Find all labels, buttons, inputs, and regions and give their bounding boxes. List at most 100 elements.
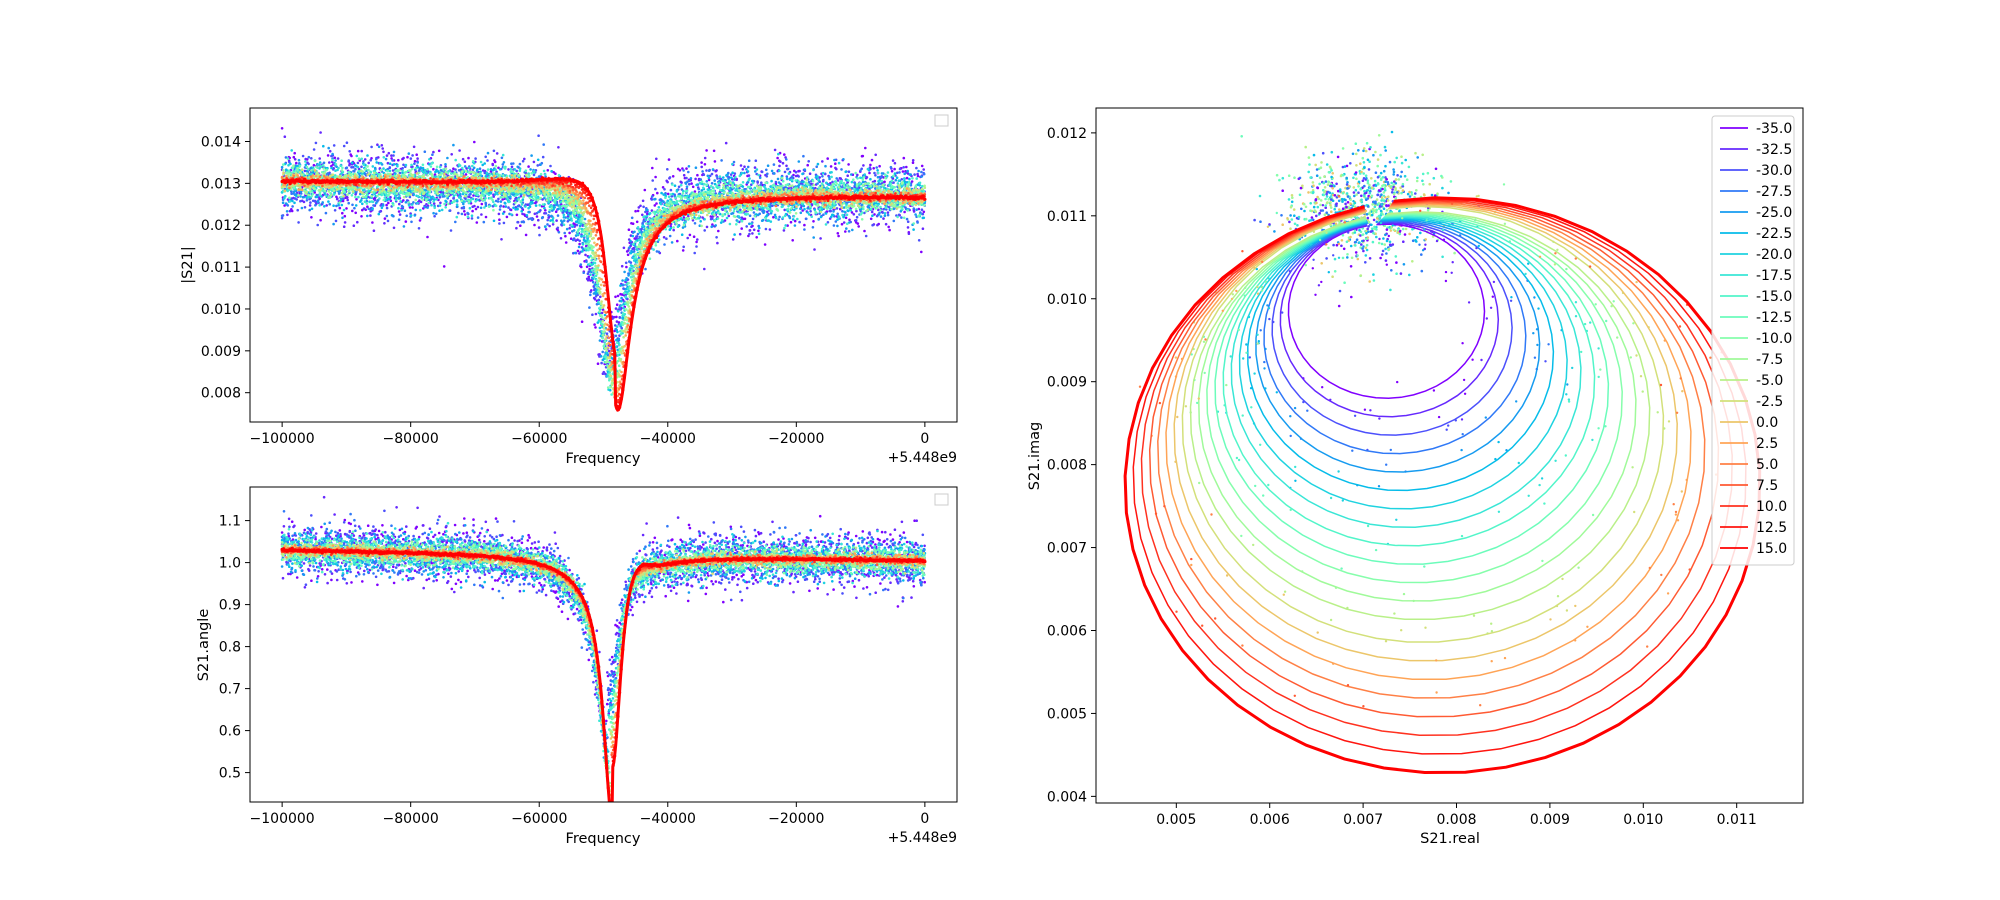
data-point: [907, 232, 911, 235]
data-point: [732, 160, 736, 164]
data-point: [527, 206, 530, 210]
data-point: [616, 294, 620, 298]
data-point: [903, 210, 906, 214]
data-point: [516, 165, 519, 169]
data-point: [910, 180, 914, 183]
data-point: [580, 235, 583, 238]
data-point: [404, 220, 408, 223]
data-point: [745, 225, 748, 228]
data-point: [375, 161, 379, 164]
data-point: [387, 201, 390, 205]
data-point: [577, 245, 581, 249]
data-point: [389, 195, 392, 199]
data-point: [580, 265, 583, 269]
data-point: [281, 201, 285, 204]
data-point: [345, 195, 349, 199]
data-point: [876, 169, 879, 172]
data-point: [745, 168, 748, 171]
data-point: [875, 166, 878, 169]
data-point: [740, 216, 744, 219]
data-point: [419, 200, 423, 204]
data-point: [557, 207, 560, 211]
data-point: [520, 210, 523, 213]
data-point: [620, 326, 623, 330]
data-point: [720, 207, 724, 211]
data-point: [705, 169, 708, 172]
data-point: [398, 213, 402, 216]
data-point: [362, 160, 365, 163]
data-point: [708, 186, 711, 189]
data-point: [388, 162, 392, 165]
data-point: [900, 216, 903, 219]
data-point: [350, 154, 353, 158]
data-point: [915, 208, 918, 211]
data-point: [322, 144, 325, 148]
data-point: [454, 168, 457, 171]
data-point: [844, 230, 847, 233]
data-point: [385, 203, 388, 207]
data-point: [866, 205, 870, 209]
data-point: [533, 223, 536, 227]
data-point: [401, 166, 404, 170]
data-point: [319, 218, 322, 222]
data-point: [377, 156, 380, 159]
data-point: [681, 167, 684, 170]
data-point: [659, 198, 662, 201]
data-point: [690, 182, 693, 185]
data-point: [303, 166, 307, 169]
data-point: [295, 198, 299, 201]
data-point: [341, 211, 344, 215]
data-point: [519, 224, 522, 227]
data-point: [409, 157, 413, 160]
data-point: [902, 156, 906, 160]
data-point: [785, 177, 789, 180]
data-point: [527, 165, 530, 168]
data-point: [339, 164, 343, 167]
data-point: [404, 163, 408, 167]
data-point: [537, 218, 540, 222]
data-point: [922, 168, 925, 171]
data-point: [646, 208, 649, 212]
data-point: [366, 154, 369, 157]
data-point: [461, 166, 464, 170]
data-point: [562, 219, 566, 222]
data-point: [812, 220, 815, 223]
data-point: [355, 198, 358, 201]
data-point: [485, 171, 489, 175]
data-point: [458, 149, 461, 152]
data-point: [863, 211, 866, 215]
data-point: [778, 215, 781, 219]
data-point: [331, 152, 334, 156]
data-point: [285, 210, 289, 213]
data-point: [746, 165, 750, 169]
data-point: [812, 168, 815, 172]
data-point: [419, 166, 423, 169]
data-point: [290, 192, 293, 195]
data-point: [578, 239, 581, 243]
data-point: [383, 196, 387, 199]
data-point: [713, 179, 716, 182]
data-point: [830, 171, 833, 174]
data-point: [601, 308, 605, 311]
data-point: [385, 206, 389, 210]
data-point: [655, 202, 658, 205]
data-point: [496, 200, 500, 203]
data-point: [715, 169, 718, 172]
data-point: [505, 215, 509, 219]
data-point: [525, 214, 529, 217]
data-point: [855, 209, 858, 213]
data-point: [757, 229, 760, 233]
data-point: [453, 175, 457, 178]
data-point: [379, 161, 382, 165]
data-point: [911, 159, 915, 162]
data-point: [641, 199, 645, 203]
data-point: [596, 321, 600, 324]
data-point: [707, 176, 711, 180]
data-point: [914, 213, 917, 216]
data-point: [902, 166, 905, 169]
data-point: [319, 131, 322, 134]
data-point: [515, 226, 518, 230]
data-point: [623, 287, 626, 291]
data-point: [287, 164, 290, 167]
data-point: [906, 169, 909, 173]
